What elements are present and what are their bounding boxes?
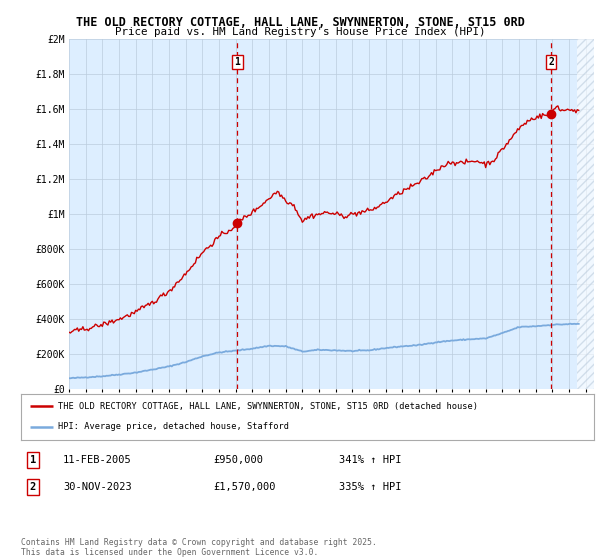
Text: £1,570,000: £1,570,000 — [213, 482, 275, 492]
Text: £950,000: £950,000 — [213, 455, 263, 465]
Text: 30-NOV-2023: 30-NOV-2023 — [63, 482, 132, 492]
Text: HPI: Average price, detached house, Stafford: HPI: Average price, detached house, Staf… — [58, 422, 289, 431]
Text: Contains HM Land Registry data © Crown copyright and database right 2025.
This d: Contains HM Land Registry data © Crown c… — [21, 538, 377, 557]
Text: 1: 1 — [235, 57, 240, 67]
Text: 2: 2 — [30, 482, 36, 492]
Text: THE OLD RECTORY COTTAGE, HALL LANE, SWYNNERTON, STONE, ST15 0RD (detached house): THE OLD RECTORY COTTAGE, HALL LANE, SWYN… — [58, 402, 478, 410]
Text: 341% ↑ HPI: 341% ↑ HPI — [339, 455, 401, 465]
Text: 335% ↑ HPI: 335% ↑ HPI — [339, 482, 401, 492]
Text: 2: 2 — [548, 57, 554, 67]
Text: 11-FEB-2005: 11-FEB-2005 — [63, 455, 132, 465]
Text: 1: 1 — [30, 455, 36, 465]
Text: Price paid vs. HM Land Registry's House Price Index (HPI): Price paid vs. HM Land Registry's House … — [115, 27, 485, 37]
Text: THE OLD RECTORY COTTAGE, HALL LANE, SWYNNERTON, STONE, ST15 0RD: THE OLD RECTORY COTTAGE, HALL LANE, SWYN… — [76, 16, 524, 29]
